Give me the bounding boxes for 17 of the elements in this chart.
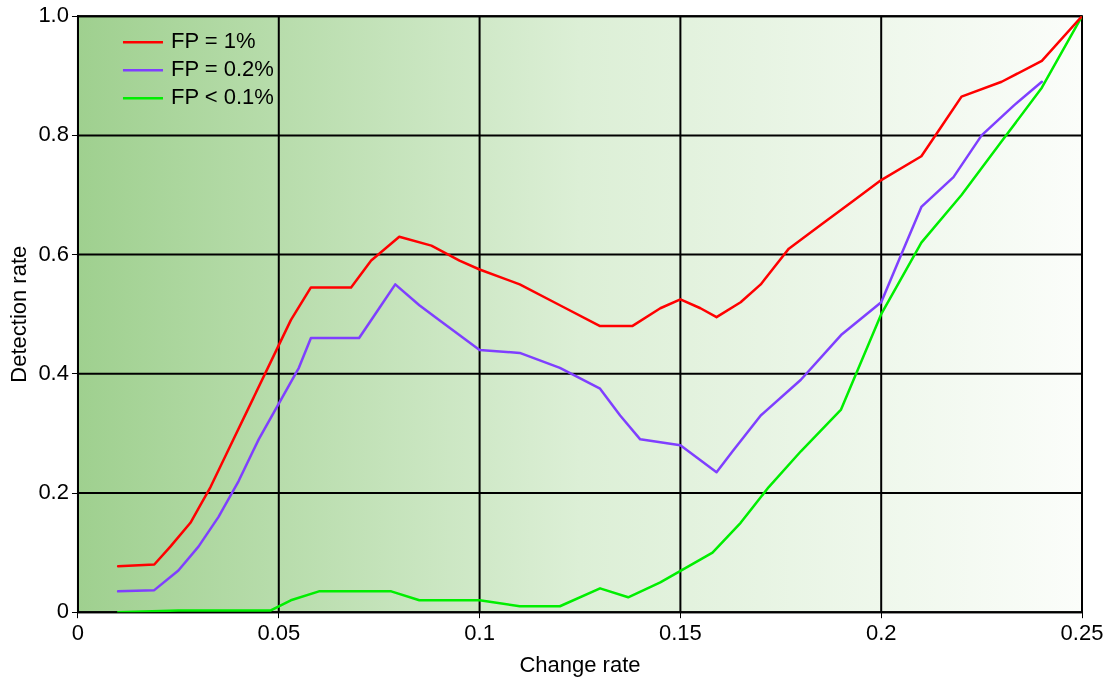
x-tick-label: 0 — [71, 620, 85, 646]
legend-label: FP = 0.2% — [170, 56, 274, 82]
x-tick-label: 0.1 — [464, 620, 495, 646]
y-tick-label: 0.6 — [38, 240, 69, 266]
y-tick-label: 0.8 — [38, 121, 69, 147]
y-axis-title: Detection rate — [6, 245, 32, 383]
y-tick-label: 0.4 — [38, 359, 69, 385]
y-tick-label: 0.2 — [38, 479, 69, 505]
legend-label: FP = 1% — [170, 28, 256, 54]
x-tick-label: 0.05 — [257, 620, 301, 646]
x-axis-title: Change rate — [519, 651, 641, 677]
x-tick-label: 0.15 — [658, 620, 702, 646]
legend-label: FP < 0.1% — [170, 84, 274, 110]
y-tick-label: 0 — [56, 598, 69, 624]
x-tick-label: 0.25 — [1060, 620, 1104, 646]
x-tick-label: 0.2 — [865, 620, 897, 646]
y-tick-label: 1.0 — [38, 2, 69, 28]
